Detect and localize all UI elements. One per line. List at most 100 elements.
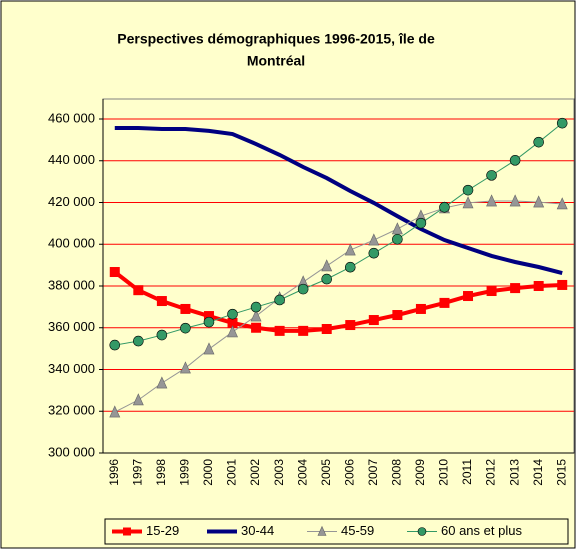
- marker: [123, 527, 131, 536]
- marker: [486, 170, 497, 181]
- series: [114, 125, 563, 275]
- marker: [344, 243, 356, 256]
- marker: [156, 376, 168, 389]
- y-tick-label: 300 000: [48, 444, 95, 459]
- x-tick-label: 2001: [225, 459, 239, 486]
- marker: [133, 285, 144, 296]
- chart-title: Montréal: [247, 53, 305, 69]
- marker: [439, 297, 450, 308]
- marker: [274, 294, 285, 306]
- series: [109, 194, 568, 418]
- marker: [250, 301, 262, 313]
- marker: [509, 155, 521, 166]
- marker: [415, 217, 427, 229]
- legend-label: 60 ans et plus: [441, 523, 522, 538]
- x-tick-label: 2005: [319, 459, 333, 486]
- y-tick-label: 340 000: [48, 361, 95, 376]
- y-tick-label: 360 000: [48, 319, 95, 334]
- marker: [368, 315, 379, 326]
- marker: [439, 202, 450, 213]
- legend-label: 15-29: [146, 523, 179, 538]
- marker: [251, 322, 262, 333]
- marker: [533, 281, 544, 291]
- marker: [203, 311, 214, 322]
- marker: [250, 309, 262, 322]
- marker: [556, 197, 568, 210]
- marker: [203, 316, 215, 328]
- marker: [509, 194, 521, 207]
- marker: [486, 286, 497, 297]
- marker: [368, 233, 380, 246]
- marker: [486, 194, 498, 207]
- series-line: [114, 200, 563, 413]
- marker: [156, 329, 168, 341]
- x-tick-label: 2015: [554, 459, 568, 486]
- x-tick-label: 2008: [390, 459, 404, 486]
- marker: [462, 196, 474, 209]
- marker: [133, 335, 144, 347]
- chart-title: Perspectives démographiques 1996-2015, î…: [117, 31, 435, 47]
- y-tick-label: 440 000: [48, 152, 95, 167]
- x-tick-label: 2006: [342, 459, 356, 486]
- marker: [180, 303, 191, 314]
- plot-area: [102, 98, 575, 454]
- marker: [556, 117, 568, 129]
- marker: [109, 405, 121, 418]
- x-tick-label: 2012: [484, 459, 498, 486]
- marker: [109, 339, 121, 351]
- series: [109, 117, 568, 351]
- series-line: [114, 125, 563, 275]
- y-tick-label: 320 000: [48, 403, 95, 418]
- marker: [462, 184, 474, 196]
- marker: [132, 393, 144, 406]
- legend-label: 45-59: [341, 523, 374, 538]
- marker: [179, 361, 191, 374]
- x-tick-label: 2002: [248, 459, 262, 486]
- marker: [297, 283, 309, 295]
- legend: 15-29 30-44 45-59 60 ans et plus: [104, 518, 569, 545]
- marker: [156, 296, 167, 307]
- x-tick-label: 2010: [437, 459, 451, 486]
- marker: [392, 233, 403, 245]
- series: [109, 267, 568, 336]
- marker: [227, 325, 238, 338]
- marker: [180, 322, 191, 334]
- x-tick-label: 1999: [178, 459, 192, 486]
- marker: [321, 273, 333, 285]
- y-tick-label: 400 000: [48, 236, 95, 251]
- marker: [463, 291, 474, 302]
- x-tick-label: 2009: [413, 459, 427, 486]
- x-tick-label: 1998: [154, 459, 168, 486]
- marker: [417, 527, 427, 536]
- marker: [321, 324, 332, 335]
- marker: [321, 259, 333, 272]
- marker: [345, 320, 356, 331]
- marker: [227, 308, 238, 320]
- x-tick-label: 1997: [130, 459, 144, 486]
- marker: [317, 525, 327, 536]
- marker: [510, 283, 521, 294]
- x-tick-label: 1996: [107, 459, 121, 486]
- marker: [274, 325, 285, 336]
- x-tick-label: 2013: [507, 459, 521, 486]
- x-tick-label: 2000: [201, 459, 215, 486]
- marker: [227, 317, 238, 328]
- marker: [368, 247, 380, 259]
- marker: [557, 279, 568, 290]
- y-tick-label: 460 000: [48, 110, 95, 125]
- x-tick-label: 2011: [460, 459, 474, 485]
- marker: [109, 267, 120, 278]
- legend-label: 30-44: [241, 523, 274, 538]
- x-tick-label: 2007: [366, 459, 380, 486]
- x-tick-label: 2003: [272, 459, 286, 486]
- x-tick-label: 2014: [531, 459, 545, 486]
- marker: [203, 342, 215, 355]
- marker: [392, 310, 403, 321]
- marker: [415, 303, 426, 314]
- y-tick-label: 420 000: [48, 194, 95, 209]
- y-tick-label: 380 000: [48, 277, 95, 292]
- marker: [344, 261, 356, 273]
- marker: [533, 195, 545, 208]
- x-tick-label: 2004: [295, 459, 309, 486]
